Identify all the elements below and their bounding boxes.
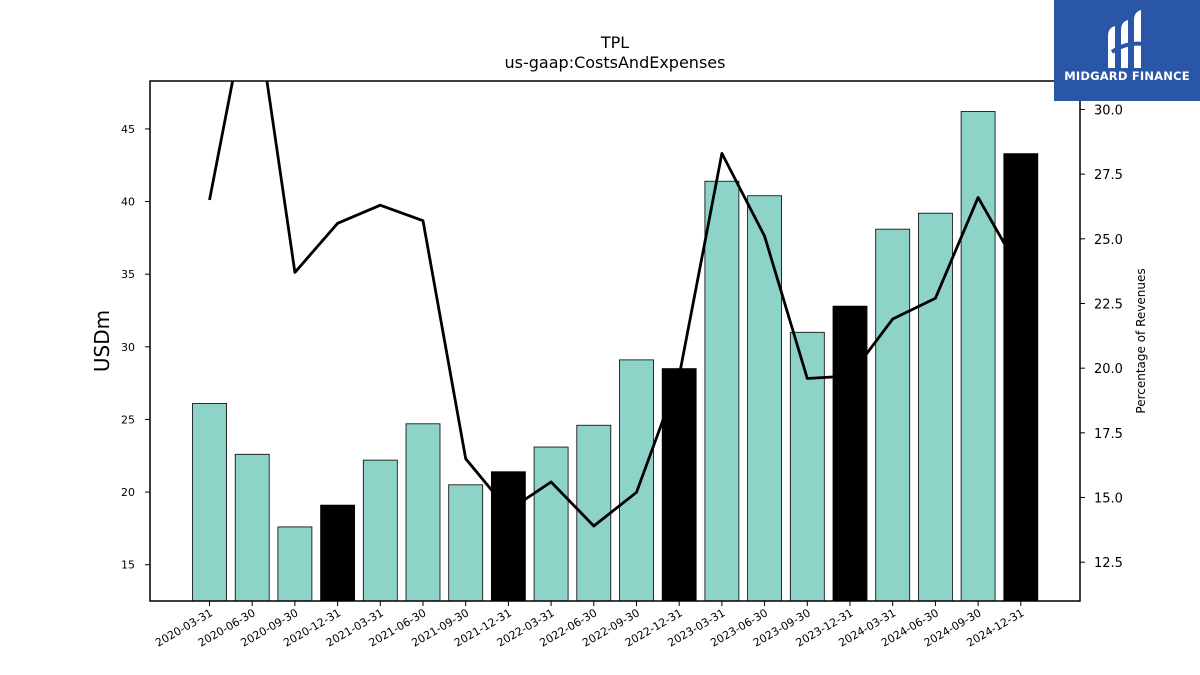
y2-tick-label: 22.5	[1094, 297, 1123, 312]
y-axis-label: USDm	[90, 310, 114, 372]
bar-2020-06-30	[234, 453, 270, 602]
y2-axis-label: Percentage of Revenues	[1134, 268, 1148, 413]
bar-2024-03-31	[875, 228, 911, 602]
y2-tick-label: 30.0	[1094, 103, 1123, 118]
logo-text: MIDGARD FINANCE	[1064, 69, 1190, 83]
bar-2023-03-31	[704, 180, 740, 602]
bar-2022-12-31	[661, 368, 697, 602]
bar-2024-12-31	[1003, 153, 1039, 602]
bar-series	[192, 111, 1039, 602]
y-tick-label: 35	[121, 268, 135, 281]
y2-tick-label: 17.5	[1094, 427, 1123, 442]
y-tick-label: 20	[121, 486, 135, 499]
bar-2021-09-30	[448, 484, 484, 602]
bar-2024-09-30	[960, 111, 996, 602]
y2-tick-label: 20.0	[1094, 362, 1123, 377]
bar-2022-03-31	[533, 446, 569, 602]
line-series	[208, 81, 1023, 528]
y-tick-label: 25	[121, 413, 135, 426]
bar-2021-12-31	[490, 471, 526, 602]
y-tick-label: 30	[121, 341, 135, 354]
bar-2023-09-30	[789, 331, 825, 602]
bar-2020-03-31	[192, 403, 227, 602]
y-tick-label: 45	[121, 123, 135, 136]
bar-2022-09-30	[619, 359, 654, 602]
bar-2020-12-31	[320, 504, 356, 602]
midgard-logo-icon	[1108, 10, 1145, 68]
y2-tick-label: 15.0	[1094, 492, 1123, 507]
bar-2021-06-30	[405, 423, 441, 602]
x-axis: 2020-03-312020-06-302020-09-302020-12-31…	[153, 601, 1026, 650]
bar-2020-09-30	[277, 526, 313, 602]
y2-tick-label: 12.5	[1094, 556, 1123, 571]
bar-2023-06-30	[747, 195, 782, 602]
y-axis-left: 15 20 25 30 35 40 45	[121, 123, 150, 572]
bar-2024-06-30	[918, 212, 953, 602]
y-tick-label: 15	[121, 559, 135, 572]
chart-title: TPL	[600, 33, 629, 52]
plot-frame	[149, 80, 1081, 602]
percentage-line	[208, 81, 1023, 528]
y-tick-label: 40	[121, 196, 135, 209]
bar-2021-03-31	[362, 459, 398, 602]
midgard-finance-logo: MIDGARD FINANCE	[1054, 0, 1200, 101]
chart-subtitle: us-gaap:CostsAndExpenses	[505, 53, 726, 72]
y2-tick-label: 27.5	[1094, 168, 1123, 183]
y-axis-right: 12.5 15.0 17.5 20.0 22.5 25.0 27.5 30.0	[1080, 103, 1123, 571]
y2-tick-label: 25.0	[1094, 233, 1123, 248]
bar-2023-12-31	[832, 305, 868, 602]
